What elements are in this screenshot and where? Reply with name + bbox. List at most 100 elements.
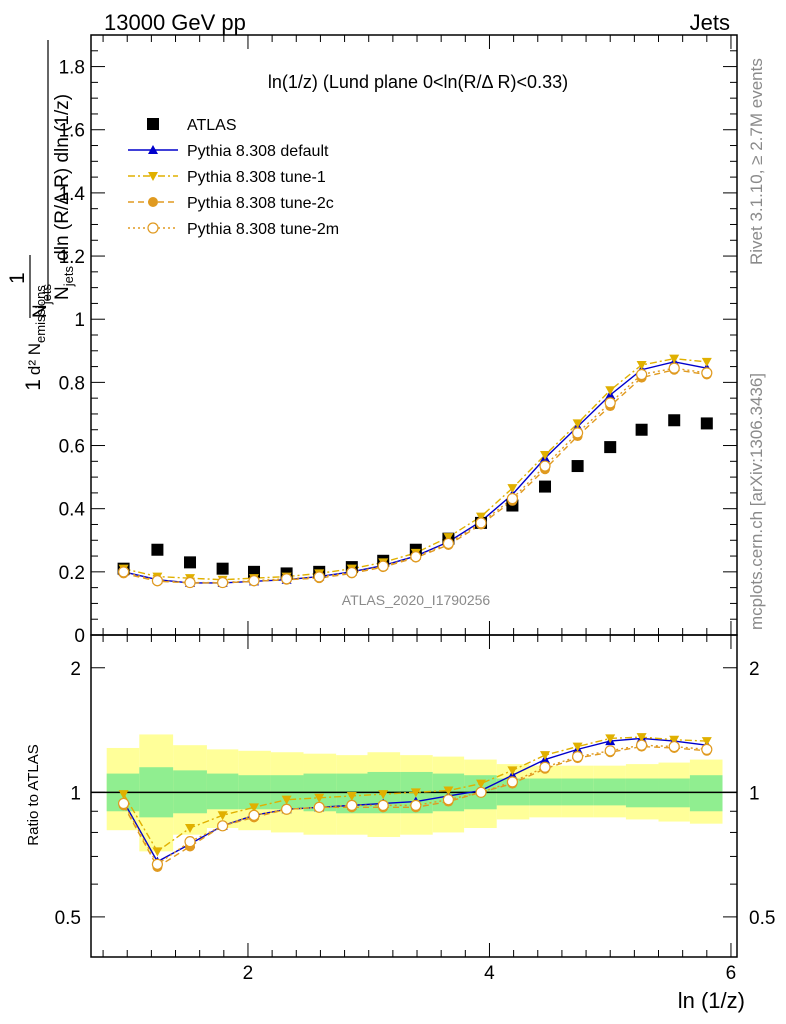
ratio-point [604, 745, 616, 757]
data-point [636, 368, 648, 381]
y-tick-label: 1.8 [59, 58, 85, 79]
header-right: Jets [690, 10, 730, 35]
ratio-point [281, 803, 293, 815]
ratio-y-label: Ratio to ATLAS [25, 744, 42, 845]
data-point [571, 460, 584, 473]
data-point [506, 492, 519, 505]
data-point [216, 562, 229, 575]
ratio-point [636, 733, 647, 743]
legend-marker [147, 222, 159, 234]
legend-marker [148, 172, 158, 181]
x-tick-label: 4 [484, 963, 495, 984]
data-point [539, 480, 552, 493]
data-point [604, 397, 616, 409]
y-tick-label: 1.2 [59, 247, 85, 268]
ratio-point [410, 788, 421, 798]
data-point [151, 543, 164, 556]
ratio-axes: 0.5 0.5 1 1 2 2 2 4 6 [55, 635, 775, 984]
data-point [442, 537, 455, 550]
data-point [540, 451, 551, 460]
data-point [151, 575, 164, 587]
main-y-axis-label: 1d² Nemissions Njets dln (R/Δ R) dln (1/… [6, 40, 76, 391]
ratio-point [281, 795, 292, 805]
legend-label: Pythia 8.308 tune-2c [187, 195, 334, 212]
ratio-y-tick-label: 2 [70, 659, 81, 680]
data-point [313, 571, 325, 583]
ratio-point [152, 847, 163, 857]
data-point [701, 357, 712, 367]
ratio-y-tick-label-right: 1 [749, 783, 760, 804]
data-point [248, 575, 260, 587]
data-point [217, 576, 229, 589]
ratio-point [346, 791, 357, 801]
ratio-point [378, 790, 389, 800]
legend-label: Pythia 8.308 tune-1 [187, 169, 326, 186]
data-point [281, 573, 293, 585]
ratio-series-layer [118, 733, 713, 873]
data-point [184, 576, 196, 589]
data-point [476, 512, 487, 522]
y-label-njets: Njets [30, 284, 54, 318]
data-point [636, 361, 647, 370]
data-point [539, 460, 551, 472]
x-tick-label: 2 [243, 963, 254, 984]
legend-label: Pythia 8.308 default [187, 143, 329, 160]
y-tick-label: 0.4 [59, 500, 86, 521]
data-point [701, 367, 713, 379]
data-point [572, 419, 583, 429]
x-tick-label: 6 [726, 963, 737, 984]
y-tick-label: 0.6 [59, 437, 85, 458]
ratio-point [217, 820, 229, 832]
data-point [669, 354, 680, 364]
legend-label: ATLAS [187, 117, 237, 134]
y-tick-label: 0.2 [59, 563, 85, 584]
data-point [635, 423, 648, 436]
analysis-label: ATLAS_2020_I1790256 [342, 592, 491, 608]
ratio-y-tick-label: 1 [70, 783, 81, 804]
ratio-point [572, 750, 584, 763]
legend-marker [148, 145, 158, 154]
legend-marker [148, 197, 158, 207]
y-tick-label: 1.4 [59, 184, 86, 205]
data-point [572, 427, 584, 439]
data-point [410, 551, 422, 563]
legend-marker [147, 118, 159, 130]
ratio-point [701, 737, 712, 747]
data-point [668, 414, 681, 427]
ratio-y-tick-label: 0.5 [55, 908, 81, 929]
ratio-point [184, 836, 196, 848]
main-axes: 0 0.2 0.4 0.6 0.8 1 1.2 1.4 1.6 1.8 [59, 34, 737, 647]
data-point [443, 533, 454, 543]
data-point [668, 362, 680, 374]
y-tick-label: 1.6 [59, 121, 85, 142]
ratio-point [668, 740, 680, 753]
legend: ATLAS Pythia 8.308 default Pythia 8.308 tu… [128, 117, 339, 238]
ratio-point [346, 799, 358, 811]
ratio-panel: 0.5 0.5 1 1 2 2 2 4 6 Ratio to ATLAS ln (1/z) [25, 634, 775, 1013]
band-inner [206, 773, 239, 810]
mcplots-label: mcplots.cern.ch [arXiv:1306.3436] [747, 373, 766, 630]
y-label-denominator: Njets dln (R/Δ R) dln (1/z) [52, 94, 76, 300]
plot-title: ln(1/z) (Lund plane 0<ln(R/Δ R)<0.33) [268, 72, 568, 92]
ratio-point [506, 776, 519, 788]
ratio-point [151, 858, 164, 870]
data-point [507, 484, 518, 494]
y-tick-label: 0.8 [59, 373, 85, 394]
ratio-point [313, 801, 325, 813]
main-panel: 0 0.2 0.4 0.6 0.8 1 1.2 1.4 1.6 1.8 ln(1/z) (Lund… [6, 34, 738, 647]
ratio-panel-frame [90, 634, 738, 958]
ratio-point [572, 742, 583, 752]
data-point [118, 566, 130, 578]
header-left: 13000 GeV pp [104, 10, 246, 35]
ratio-point [636, 739, 648, 751]
data-point [346, 566, 358, 579]
ratio-point [118, 797, 130, 810]
ratio-y-tick-label-right: 2 [749, 659, 760, 680]
ratio-point [476, 779, 487, 789]
ratio-point [377, 799, 389, 811]
ratio-point [185, 823, 196, 833]
ratio-point [249, 803, 260, 813]
ratio-point [669, 735, 680, 745]
ratio-point [443, 786, 454, 796]
main-series-layer [117, 354, 713, 589]
